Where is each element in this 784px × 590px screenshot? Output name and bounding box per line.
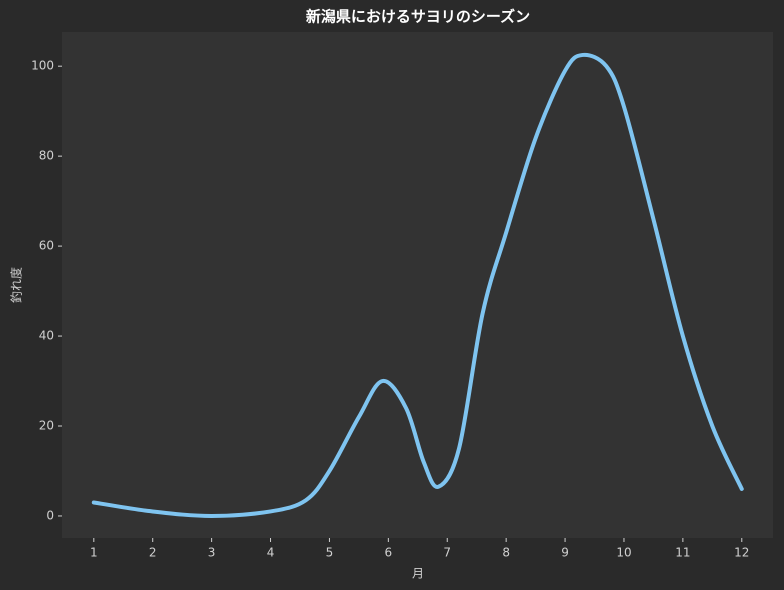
x-tick-label: 12 xyxy=(734,546,749,560)
x-tick-label: 8 xyxy=(502,546,510,560)
x-tick-label: 3 xyxy=(208,546,216,560)
y-tick-label: 0 xyxy=(46,508,54,522)
x-tick-label: 6 xyxy=(385,546,393,560)
y-tick-label: 80 xyxy=(39,149,54,163)
x-tick-label: 9 xyxy=(561,546,569,560)
y-tick-label: 40 xyxy=(39,329,54,343)
chart-title: 新潟県におけるサヨリのシーズン xyxy=(306,8,530,26)
x-tick-label: 2 xyxy=(149,546,157,560)
x-tick-label: 11 xyxy=(675,546,690,560)
plot-area xyxy=(62,32,773,538)
x-tick-label: 4 xyxy=(267,546,275,560)
y-tick-label: 20 xyxy=(39,419,54,433)
x-tick-label: 10 xyxy=(616,546,631,560)
y-axis-label: 釣れ度 xyxy=(9,267,24,303)
x-tick-label: 7 xyxy=(443,546,451,560)
x-tick-label: 5 xyxy=(326,546,334,560)
x-tick-label: 1 xyxy=(90,546,98,560)
x-axis-label: 月 xyxy=(412,567,424,581)
y-tick-label: 100 xyxy=(31,59,54,73)
line-series xyxy=(91,52,744,518)
y-tick-label: 60 xyxy=(39,239,54,253)
